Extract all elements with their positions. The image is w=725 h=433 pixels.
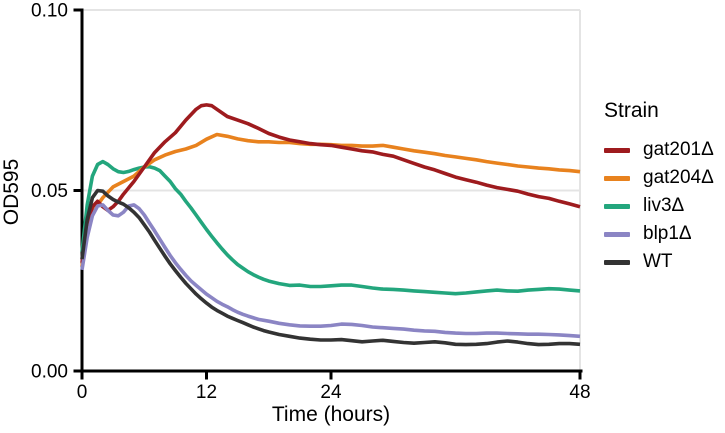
- y-axis-title: OD595: [0, 159, 23, 226]
- legend-swatch-gat201: [604, 147, 630, 153]
- series-line-gat201: [80, 103, 581, 263]
- x-tick-label: 24: [320, 382, 342, 403]
- series-line-wt: [80, 188, 581, 347]
- legend-item-gat201: gat201Δ: [604, 136, 725, 164]
- legend-item-blp1: blp1Δ: [604, 220, 725, 248]
- y-tick-label: 0.10: [31, 1, 68, 22]
- y-tick-label: 0.00: [31, 362, 68, 383]
- legend-label-wt: WT: [643, 251, 673, 272]
- series-line-blp1: [80, 203, 581, 339]
- legend-item-wt: WT: [604, 248, 725, 276]
- legend: Strain gat201Δ gat204Δ liv3Δ blp1Δ WT: [604, 99, 725, 276]
- axis-tick-labels: 0.00 0.05 0.10 0 12 24 48: [31, 1, 591, 404]
- series-lines: [80, 103, 581, 347]
- axis-ticks: [73, 8, 582, 380]
- x-tick-label: 12: [196, 382, 217, 403]
- legend-items: gat201Δ gat204Δ liv3Δ blp1Δ WT: [604, 136, 725, 276]
- legend-swatch-blp1: [604, 231, 630, 237]
- gridlines: [82, 9, 581, 371]
- legend-item-gat204: gat204Δ: [604, 164, 725, 192]
- legend-label-gat201: gat201Δ: [643, 139, 714, 160]
- legend-label-blp1: blp1Δ: [643, 223, 692, 244]
- legend-item-liv3: liv3Δ: [604, 192, 725, 220]
- x-tick-label: 0: [77, 382, 88, 403]
- series-line-liv3: [80, 159, 581, 296]
- legend-swatch-wt: [604, 259, 630, 265]
- legend-title: Strain: [604, 99, 659, 122]
- y-tick-label: 0.05: [31, 181, 68, 202]
- x-tick-label: 48: [569, 382, 590, 403]
- legend-swatch-liv3: [604, 203, 630, 209]
- x-axis-title: Time (hours): [272, 403, 390, 426]
- legend-label-gat204: gat204Δ: [643, 167, 714, 188]
- legend-label-liv3: liv3Δ: [643, 195, 685, 216]
- legend-swatch-gat204: [604, 175, 630, 181]
